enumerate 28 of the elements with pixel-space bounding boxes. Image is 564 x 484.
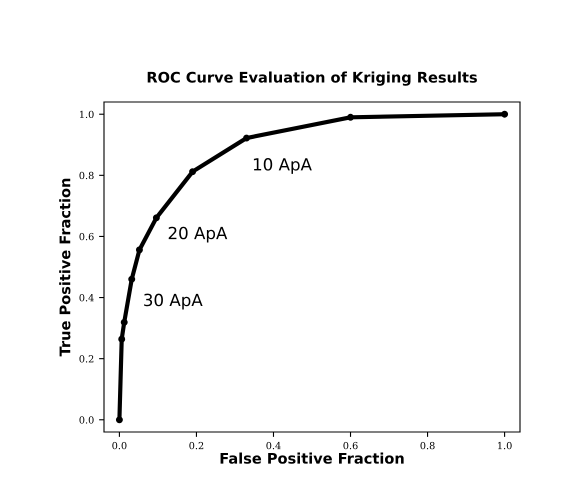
point bbox=[501, 110, 508, 118]
point bbox=[120, 318, 128, 326]
x-tick-label: 1.0 bbox=[498, 442, 512, 450]
x-tick-label: 0.2 bbox=[189, 442, 204, 450]
y-tick-label: 0.0 bbox=[79, 416, 94, 424]
point bbox=[152, 214, 160, 222]
point bbox=[118, 336, 126, 343]
point bbox=[189, 168, 196, 176]
y-tick-label: 0.8 bbox=[79, 172, 94, 180]
point bbox=[128, 276, 136, 283]
x-axis-title: False Positive Fraction bbox=[220, 452, 404, 464]
point bbox=[347, 114, 354, 121]
y-tick-label: 1.0 bbox=[80, 110, 94, 118]
point bbox=[136, 246, 143, 254]
point bbox=[116, 416, 123, 424]
annotation: 20 ApA bbox=[168, 226, 228, 243]
x-tick-label: 0.0 bbox=[112, 442, 126, 450]
y-axis-title: True Positive Fraction bbox=[59, 178, 70, 356]
y-tick-label: 0.4 bbox=[79, 294, 94, 302]
x-tick-label: 0.4 bbox=[266, 442, 281, 450]
y-tick-label: 0.2 bbox=[79, 355, 94, 362]
annotation: 10 ApA bbox=[254, 158, 312, 174]
chart-title: ROC Curve Evaluation of Kriging Results bbox=[148, 71, 477, 86]
y-tick-label: 0.6 bbox=[79, 232, 94, 240]
x-tick-label: 0.6 bbox=[343, 442, 358, 450]
annotation: 30 ApA bbox=[144, 294, 203, 310]
point bbox=[243, 134, 250, 142]
x-tick-label: 0.8 bbox=[420, 442, 435, 450]
